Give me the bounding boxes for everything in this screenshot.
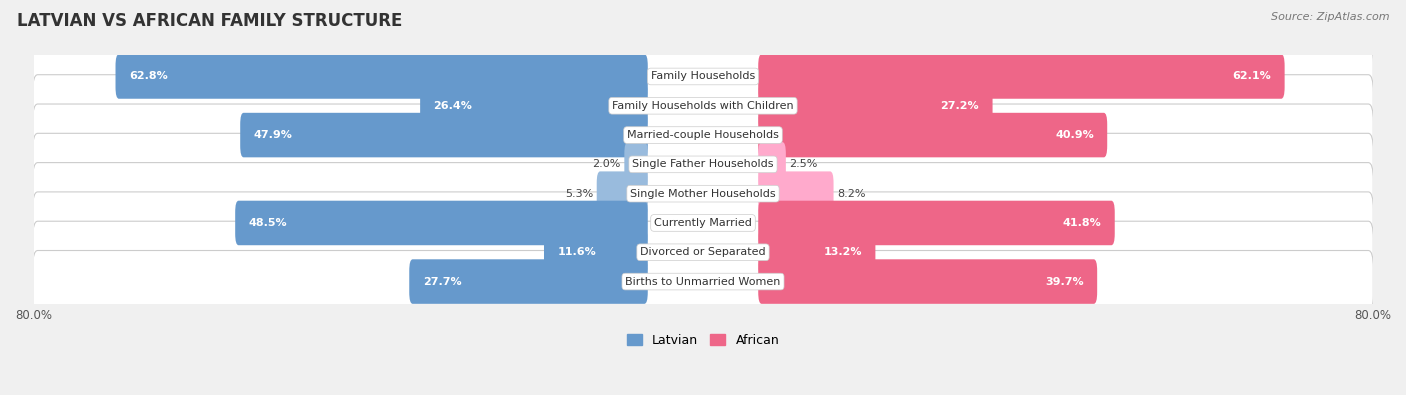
- Text: 62.1%: 62.1%: [1233, 71, 1271, 81]
- FancyBboxPatch shape: [32, 45, 1374, 107]
- Text: Family Households with Children: Family Households with Children: [612, 101, 794, 111]
- Text: Source: ZipAtlas.com: Source: ZipAtlas.com: [1271, 12, 1389, 22]
- FancyBboxPatch shape: [758, 83, 993, 128]
- Text: 47.9%: 47.9%: [253, 130, 292, 140]
- Text: 2.0%: 2.0%: [592, 159, 621, 169]
- FancyBboxPatch shape: [32, 75, 1374, 137]
- FancyBboxPatch shape: [32, 134, 1374, 196]
- Text: 8.2%: 8.2%: [837, 189, 866, 199]
- FancyBboxPatch shape: [32, 104, 1374, 166]
- Text: Family Households: Family Households: [651, 71, 755, 81]
- FancyBboxPatch shape: [624, 142, 648, 186]
- Text: 41.8%: 41.8%: [1063, 218, 1101, 228]
- FancyBboxPatch shape: [758, 201, 1115, 245]
- FancyBboxPatch shape: [596, 171, 648, 216]
- FancyBboxPatch shape: [758, 54, 1285, 99]
- Text: 11.6%: 11.6%: [557, 247, 596, 257]
- FancyBboxPatch shape: [32, 250, 1374, 312]
- FancyBboxPatch shape: [32, 192, 1374, 254]
- Text: Currently Married: Currently Married: [654, 218, 752, 228]
- Text: Single Mother Households: Single Mother Households: [630, 189, 776, 199]
- FancyBboxPatch shape: [235, 201, 648, 245]
- Text: 13.2%: 13.2%: [824, 247, 862, 257]
- FancyBboxPatch shape: [758, 171, 834, 216]
- Text: Divorced or Separated: Divorced or Separated: [640, 247, 766, 257]
- Text: Births to Unmarried Women: Births to Unmarried Women: [626, 276, 780, 286]
- FancyBboxPatch shape: [32, 163, 1374, 225]
- FancyBboxPatch shape: [409, 259, 648, 304]
- FancyBboxPatch shape: [32, 221, 1374, 283]
- FancyBboxPatch shape: [758, 142, 786, 186]
- Text: Married-couple Households: Married-couple Households: [627, 130, 779, 140]
- FancyBboxPatch shape: [758, 259, 1097, 304]
- Text: 26.4%: 26.4%: [433, 101, 472, 111]
- Text: LATVIAN VS AFRICAN FAMILY STRUCTURE: LATVIAN VS AFRICAN FAMILY STRUCTURE: [17, 12, 402, 30]
- FancyBboxPatch shape: [240, 113, 648, 157]
- FancyBboxPatch shape: [115, 54, 648, 99]
- Text: 39.7%: 39.7%: [1045, 276, 1084, 286]
- Text: Single Father Households: Single Father Households: [633, 159, 773, 169]
- FancyBboxPatch shape: [758, 230, 876, 275]
- Text: 62.8%: 62.8%: [129, 71, 167, 81]
- Text: 40.9%: 40.9%: [1054, 130, 1094, 140]
- Text: 48.5%: 48.5%: [249, 218, 287, 228]
- Text: 2.5%: 2.5%: [789, 159, 817, 169]
- FancyBboxPatch shape: [544, 230, 648, 275]
- FancyBboxPatch shape: [420, 83, 648, 128]
- Text: 5.3%: 5.3%: [565, 189, 593, 199]
- Legend: Latvian, African: Latvian, African: [621, 329, 785, 352]
- FancyBboxPatch shape: [758, 113, 1107, 157]
- Text: 27.2%: 27.2%: [941, 101, 979, 111]
- Text: 27.7%: 27.7%: [423, 276, 461, 286]
